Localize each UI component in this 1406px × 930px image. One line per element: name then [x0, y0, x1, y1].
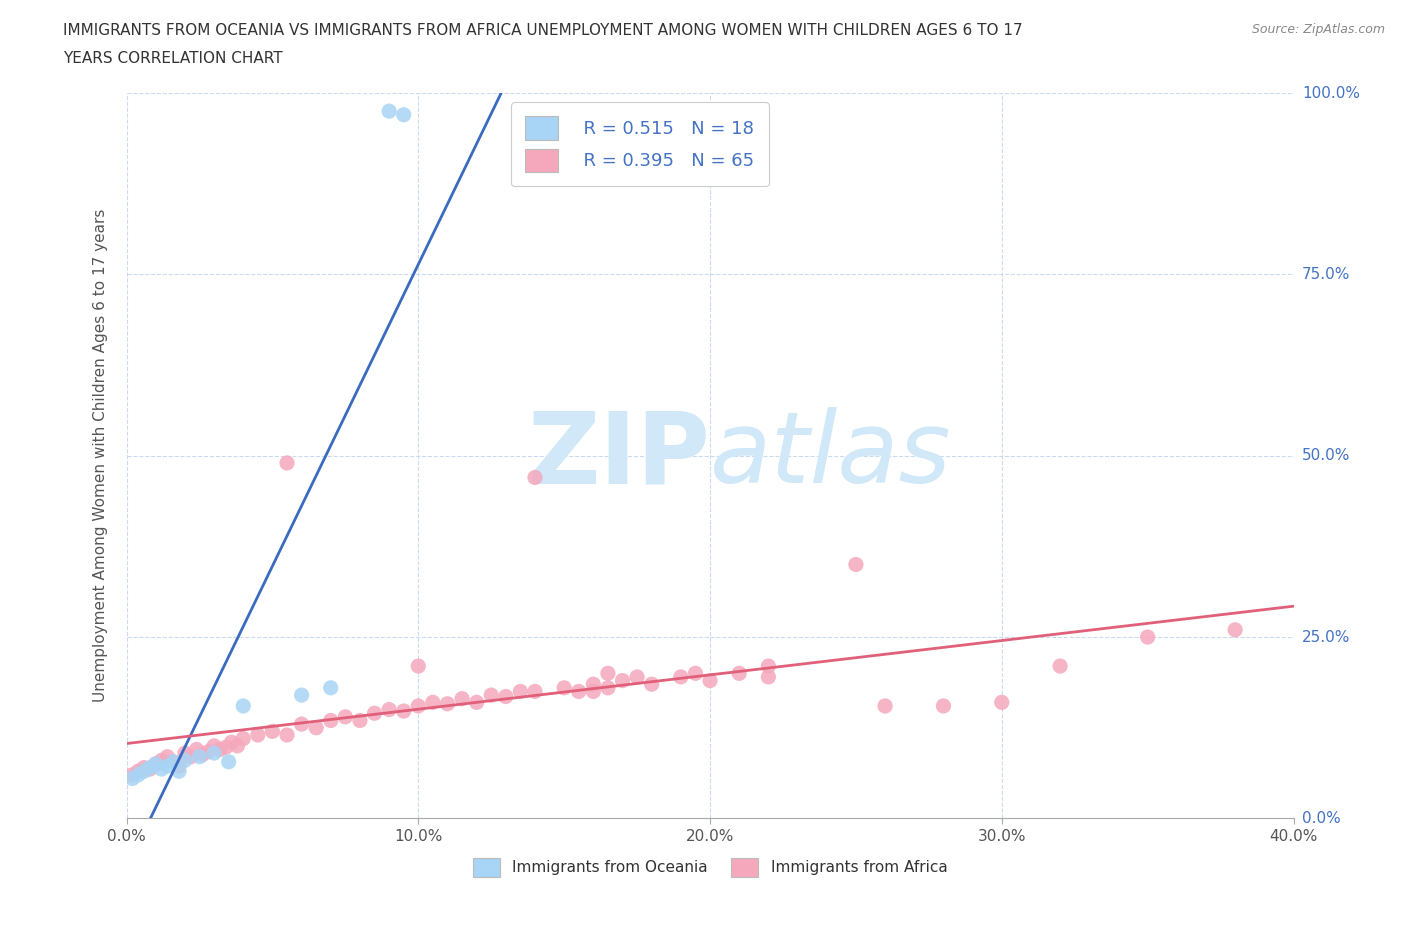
Point [174, 753, 197, 768]
Point [392, 704, 415, 719]
Point [232, 698, 254, 713]
Point [553, 681, 575, 696]
Point [319, 681, 342, 696]
Point [612, 673, 634, 688]
Point [626, 670, 648, 684]
Point [349, 713, 371, 728]
Point [568, 684, 591, 699]
Point [276, 456, 298, 471]
Text: 100.0%: 100.0% [1302, 86, 1360, 100]
Point [408, 698, 430, 713]
Point [221, 735, 243, 750]
Point [845, 557, 868, 572]
Point [728, 666, 751, 681]
Point [276, 727, 298, 742]
Point [451, 691, 474, 706]
Point [640, 677, 664, 692]
Point [121, 767, 143, 782]
Legend: Immigrants from Oceania, Immigrants from Africa: Immigrants from Oceania, Immigrants from… [467, 852, 953, 883]
Point [132, 760, 155, 775]
Point [132, 764, 155, 778]
Point [186, 742, 208, 757]
Point [290, 717, 312, 732]
Point [436, 697, 458, 711]
Text: ZIP: ZIP [527, 407, 710, 504]
Point [197, 744, 219, 759]
Point [226, 738, 249, 753]
Text: 25.0%: 25.0% [1302, 630, 1350, 644]
Point [582, 684, 605, 699]
Point [465, 695, 488, 710]
Point [495, 689, 517, 704]
Point [290, 687, 312, 702]
Point [156, 750, 179, 764]
Text: atlas: atlas [710, 407, 952, 504]
Point [596, 666, 619, 681]
Text: 0.0%: 0.0% [1302, 811, 1340, 826]
Point [162, 754, 184, 769]
Point [319, 713, 342, 728]
Point [232, 731, 254, 746]
Point [262, 724, 284, 738]
Point [139, 760, 162, 775]
Point [305, 720, 328, 735]
Point [156, 759, 179, 774]
Point [756, 658, 779, 673]
Point [408, 658, 430, 673]
Point [422, 695, 444, 710]
Point [1223, 622, 1246, 637]
Point [180, 750, 202, 764]
Point [685, 666, 707, 681]
Point [121, 771, 143, 786]
Point [174, 746, 197, 761]
Point [127, 767, 149, 782]
Point [596, 681, 619, 696]
Text: 50.0%: 50.0% [1302, 448, 1350, 463]
Y-axis label: Unemployment Among Women with Children Ages 6 to 17 years: Unemployment Among Women with Children A… [93, 209, 108, 702]
Point [363, 706, 385, 721]
Point [378, 702, 401, 717]
Point [1136, 630, 1159, 644]
Point [208, 742, 231, 757]
Point [479, 687, 502, 702]
Point [990, 695, 1012, 710]
Point [127, 764, 149, 778]
Point [167, 764, 190, 778]
Point [875, 698, 897, 713]
Point [202, 746, 225, 761]
Point [139, 762, 162, 777]
Point [756, 670, 779, 684]
Point [524, 684, 547, 699]
Text: YEARS CORRELATION CHART: YEARS CORRELATION CHART [63, 51, 283, 66]
Point [582, 677, 605, 692]
Point [150, 753, 173, 768]
Point [215, 740, 238, 755]
Point [188, 750, 211, 764]
Point [246, 727, 269, 742]
Point [699, 673, 721, 688]
Point [218, 754, 240, 769]
Point [669, 670, 692, 684]
Point [191, 747, 214, 762]
Point [162, 754, 184, 769]
Point [202, 738, 225, 753]
Point [335, 710, 357, 724]
Point [167, 759, 190, 774]
Text: IMMIGRANTS FROM OCEANIA VS IMMIGRANTS FROM AFRICA UNEMPLOYMENT AMONG WOMEN WITH : IMMIGRANTS FROM OCEANIA VS IMMIGRANTS FR… [63, 23, 1024, 38]
Point [509, 684, 531, 699]
Point [150, 762, 173, 777]
Text: 75.0%: 75.0% [1302, 267, 1350, 282]
Point [378, 104, 401, 119]
Point [1049, 658, 1071, 673]
Point [392, 107, 415, 122]
Text: Source: ZipAtlas.com: Source: ZipAtlas.com [1251, 23, 1385, 36]
Point [524, 470, 547, 485]
Point [145, 757, 167, 772]
Point [145, 757, 167, 772]
Point [932, 698, 955, 713]
